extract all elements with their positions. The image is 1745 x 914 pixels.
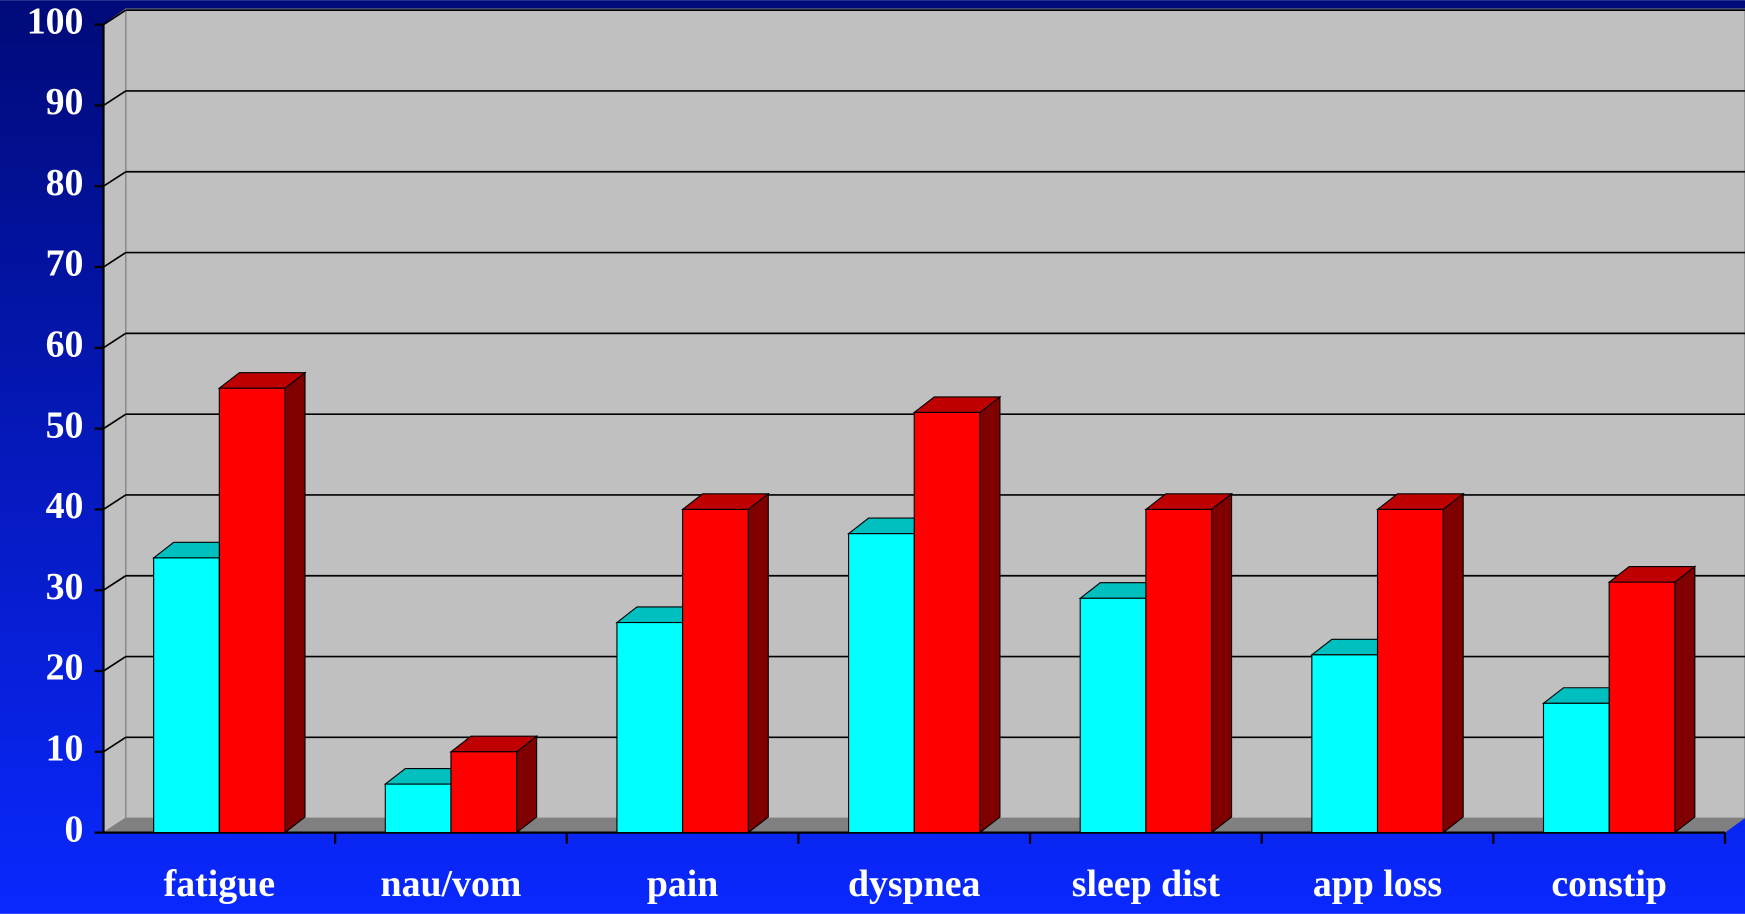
bar-side <box>979 395 1001 834</box>
bar <box>1145 508 1213 834</box>
grid-line <box>103 655 127 672</box>
bar <box>1079 597 1147 834</box>
bar <box>1542 702 1610 834</box>
x-tick-label: fatigue <box>164 863 275 905</box>
bar-side <box>1674 565 1696 834</box>
bar <box>218 387 286 834</box>
grid-line <box>103 251 127 268</box>
grid-line <box>103 9 127 26</box>
bar-side <box>1442 492 1464 834</box>
bar <box>1608 581 1676 834</box>
x-tick-label: app loss <box>1313 863 1442 905</box>
y-tick-label: 30 <box>46 566 84 608</box>
grid-line <box>103 332 127 349</box>
grid-line <box>103 413 127 430</box>
bar <box>913 411 981 834</box>
y-tick-label: 20 <box>46 647 84 689</box>
bar <box>848 533 915 834</box>
y-tick-label: 50 <box>46 404 84 446</box>
x-tick-label: dyspnea <box>848 863 981 905</box>
grid-line <box>103 494 127 511</box>
y-tick-label: 90 <box>46 81 84 123</box>
x-tick-label: nau/vom <box>381 863 522 905</box>
grid-line <box>103 575 127 591</box>
grid-line <box>103 171 127 187</box>
grid-line <box>103 736 127 753</box>
y-tick-label: 100 <box>27 0 84 42</box>
bar <box>153 557 220 834</box>
bar <box>384 783 452 834</box>
bar <box>1376 508 1444 834</box>
bar-side <box>747 492 769 834</box>
bar-side <box>284 371 306 834</box>
y-tick-label: 10 <box>46 727 84 769</box>
grid-line <box>103 90 127 107</box>
y-tick-label: 40 <box>46 485 84 527</box>
bar-side <box>516 735 538 834</box>
bar <box>450 751 518 834</box>
y-tick-label: 0 <box>65 808 84 850</box>
bar <box>616 621 684 834</box>
bar <box>1311 654 1379 834</box>
y-tick-label: 60 <box>46 324 84 366</box>
x-tick-label: constip <box>1551 863 1667 905</box>
bar <box>682 508 749 834</box>
y-tick-label: 80 <box>46 162 84 204</box>
y-tick-label: 70 <box>46 243 84 285</box>
bar-side <box>1210 492 1233 834</box>
x-tick-label: pain <box>647 863 719 905</box>
x-tick-label: sleep dist <box>1072 863 1221 905</box>
